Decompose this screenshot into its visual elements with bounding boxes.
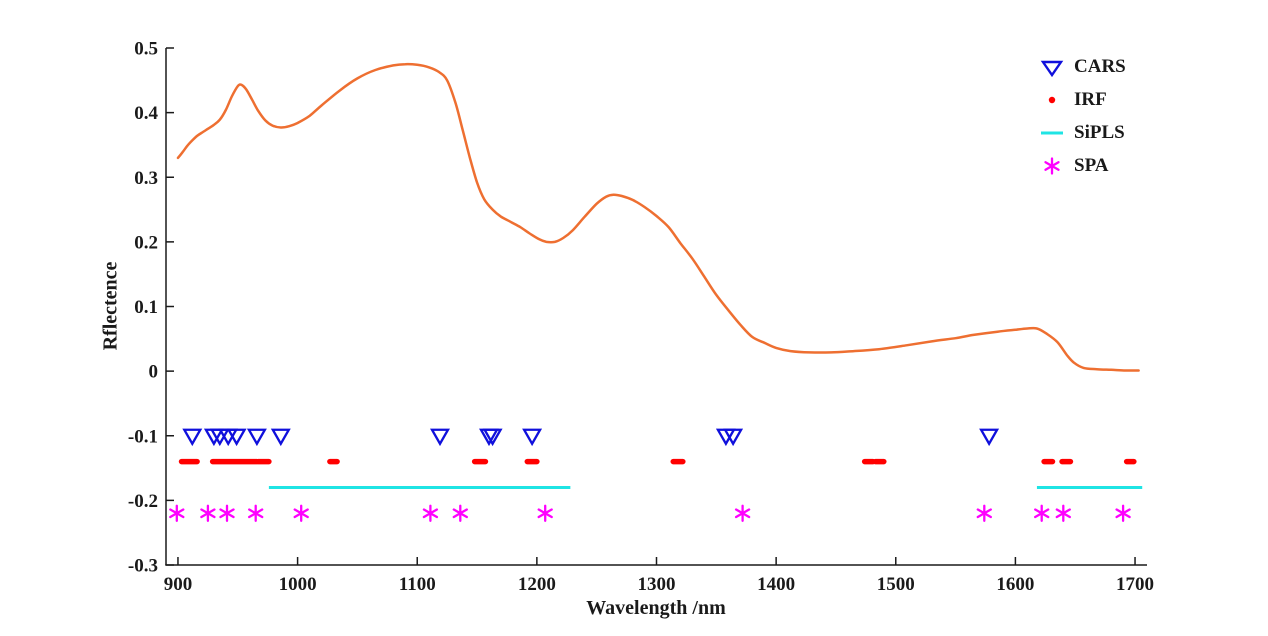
x-tick-label: 1000	[279, 574, 317, 595]
sipls-line-icon	[1041, 131, 1063, 134]
x-tick-label: 1200	[518, 574, 556, 595]
legend-item-spa: SPA	[1039, 149, 1126, 182]
x-tick-label: 1700	[1116, 574, 1154, 595]
x-tick-label: 1300	[638, 574, 676, 595]
y-tick-label: 0.2	[134, 232, 158, 253]
legend-label-irf: IRF	[1074, 89, 1107, 110]
cars-triangle-icon	[1040, 60, 1064, 77]
x-tick-label: 1500	[877, 574, 915, 595]
legend-item-irf: IRF	[1039, 83, 1126, 116]
x-axis-label: Wavelength /nm	[586, 597, 726, 619]
x-tick-label: 900	[164, 574, 193, 595]
y-axis-label: Rflectence	[99, 261, 122, 351]
y-tick-label: 0.5	[134, 39, 158, 60]
x-tick-label: 1400	[757, 574, 795, 595]
irf-dot-icon	[1048, 96, 1056, 103]
legend: CARS IRF SiPLS SPA	[1039, 50, 1126, 182]
series-spa	[169, 504, 1131, 522]
y-tick-label: 0.3	[134, 168, 158, 189]
spa-asterisk-icon	[1044, 156, 1060, 175]
x-tick-label: 1600	[996, 574, 1034, 595]
spectrum-curve	[176, 62, 1140, 372]
legend-item-cars: CARS	[1039, 50, 1126, 83]
y-tick-label: -0.2	[128, 491, 158, 512]
legend-label-sipls: SiPLS	[1074, 122, 1125, 143]
y-tick-label: 0.1	[134, 297, 158, 318]
x-tick-label: 1100	[399, 574, 436, 595]
legend-label-cars: CARS	[1074, 56, 1126, 77]
x-axis: 900 1000 1100 1200 1300 1400 1500 1600 1700	[164, 557, 1154, 595]
y-tick-label: 0.4	[134, 103, 158, 124]
legend-item-sipls: SiPLS	[1039, 116, 1126, 149]
legend-label-spa: SPA	[1074, 155, 1109, 176]
series-cars	[182, 428, 1000, 447]
y-tick-label: -0.3	[128, 556, 158, 577]
y-tick-label: 0	[149, 362, 159, 383]
y-axis: -0.3 -0.2 -0.1 0 0.1 0.2 0.3 0.4 0.5	[128, 39, 174, 577]
y-tick-label: -0.1	[128, 426, 158, 447]
